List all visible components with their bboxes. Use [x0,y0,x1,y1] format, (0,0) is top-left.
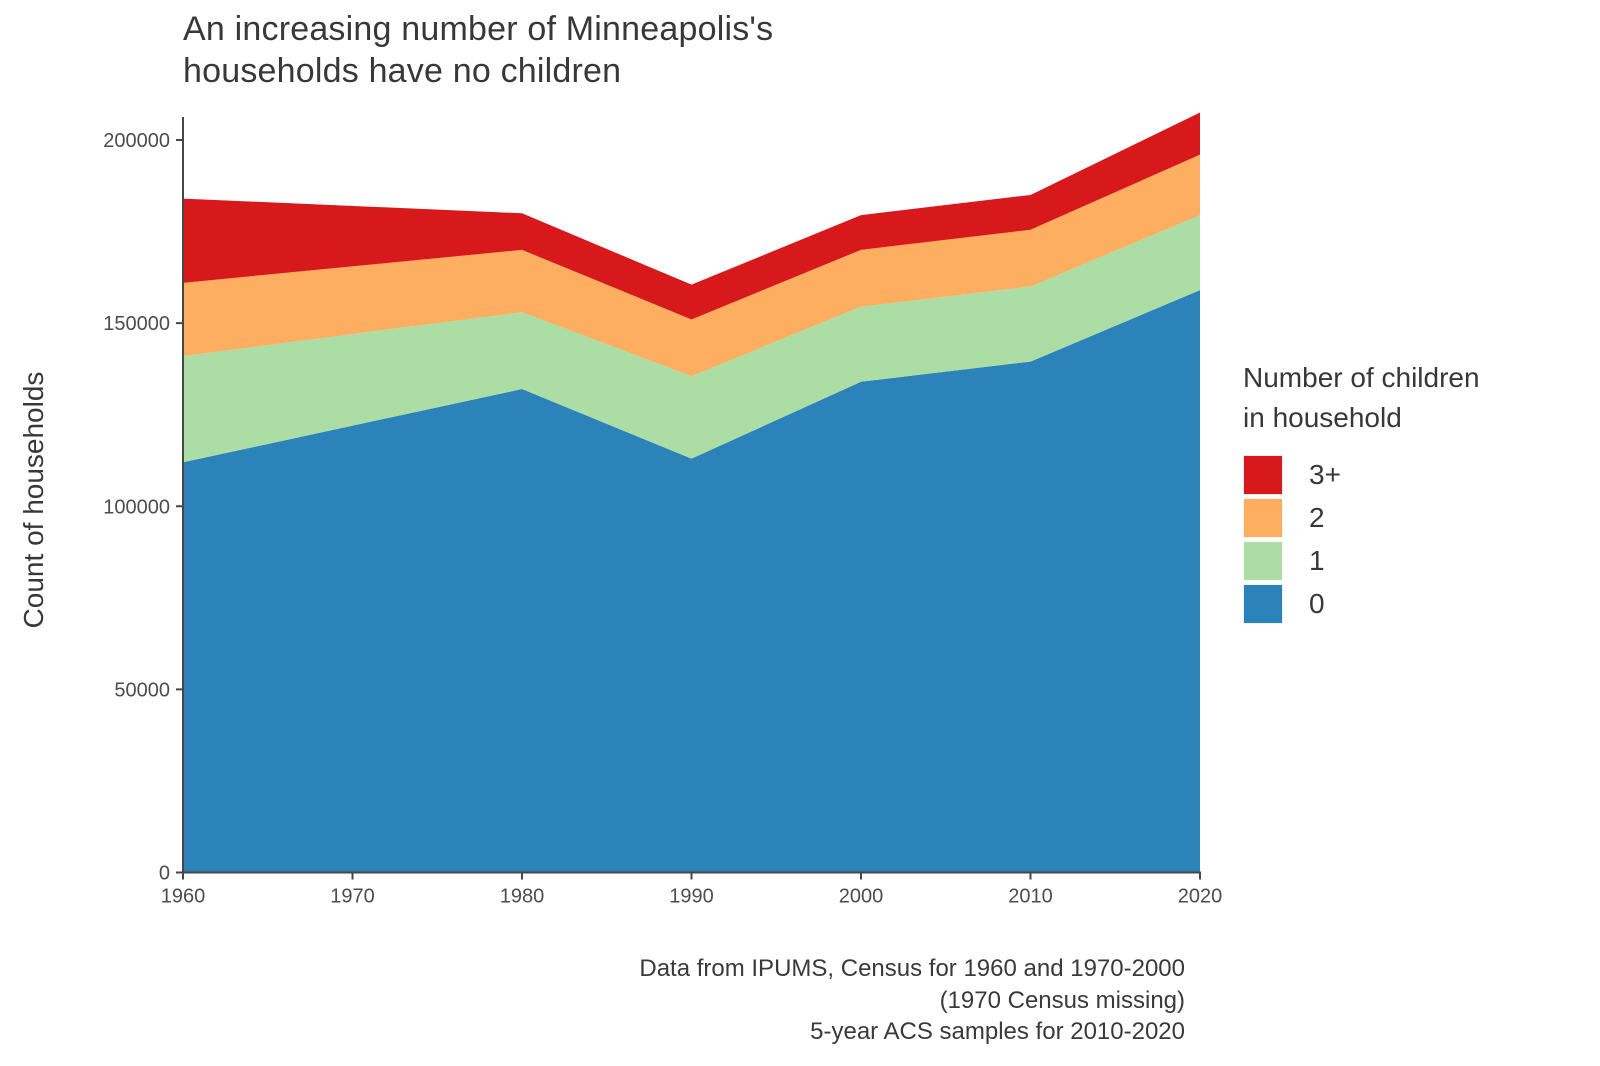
legend-swatch-3plus [1243,454,1283,495]
x-tick-label: 1980 [500,886,545,908]
legend-label-2: 2 [1309,501,1325,533]
chart-title-line-2: households have no children [183,52,622,91]
legend-label-1: 1 [1309,544,1325,576]
x-tick-label: 2020 [1178,886,1223,908]
area-series-3plus [183,112,1200,320]
legend-swatch-2 [1243,497,1283,538]
caption-line-3: 5-year ACS samples for 2010-2020 [810,1018,1185,1046]
legend-label-3plus: 3+ [1309,458,1341,490]
area-series-2 [183,154,1200,377]
legend-title: Number of children in household [1243,358,1593,438]
x-tick-label: 1960 [161,886,206,908]
legend-item-1: 1 [1243,540,1593,581]
legend-swatch-0 [1243,583,1283,624]
chart-title: An increasing number of Minneapolis's ho… [183,8,773,92]
legend-item-2: 2 [1243,497,1593,538]
caption-line-2: (1970 Census missing) [939,986,1185,1014]
x-tick-label: 1970 [330,886,375,908]
legend-item-3plus: 3+ [1243,454,1593,495]
legend-title-line-1: Number of children [1243,362,1480,393]
legend-items: 3+ 2 1 0 [1243,454,1593,624]
legend: Number of children in household 3+ 2 1 0 [1243,358,1593,627]
area-series-1 [183,215,1200,463]
x-tick-label: 2010 [1008,886,1053,908]
caption-line-1: Data from IPUMS, Census for 1960 and 197… [639,955,1185,982]
y-tick-label: 100000 [103,496,170,518]
y-tick-label: 0 [159,863,170,885]
x-tick-label: 1990 [669,886,714,908]
legend-swatch-1 [1243,540,1283,581]
y-tick-label: 200000 [103,130,170,152]
legend-label-0: 0 [1309,587,1325,619]
y-tick-label: 50000 [114,679,170,701]
x-tick-label: 2000 [839,886,884,908]
legend-title-line-2: in household [1243,401,1402,433]
area-series-0 [183,290,1200,873]
legend-item-0: 0 [1243,583,1593,624]
chart-title-line-1: An increasing number of Minneapolis's [183,10,774,48]
source-caption: Data from IPUMS, Census for 1960 and 197… [639,953,1185,1048]
y-tick-label: 150000 [103,313,170,335]
